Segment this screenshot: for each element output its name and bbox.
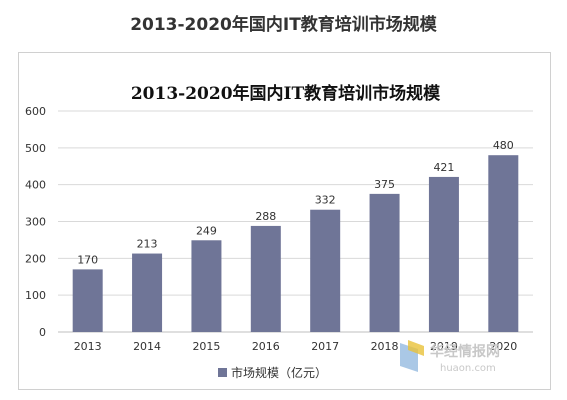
- x-tick-label: 2017: [311, 340, 339, 353]
- x-axis-ticks: 2013 2014 2015 2016 2017 2018 2019 2020: [74, 340, 518, 353]
- x-tick-label: 2020: [489, 340, 517, 353]
- data-label: 288: [255, 210, 276, 223]
- data-label: 170: [77, 253, 98, 266]
- data-label: 480: [493, 139, 514, 152]
- y-tick-label: 500: [25, 142, 46, 155]
- watermark-name: 华经情报网: [430, 343, 500, 360]
- x-tick-label: 2014: [133, 340, 161, 353]
- data-label: 249: [196, 224, 217, 237]
- grid-lines: [58, 110, 533, 333]
- bar: [310, 209, 341, 332]
- data-label: 421: [433, 161, 454, 174]
- x-tick-label: 2019: [430, 340, 458, 353]
- y-tick-label: 200: [25, 252, 46, 265]
- bar: [191, 240, 222, 332]
- data-labels: 170 213 249 288 332 375 421 480: [77, 139, 514, 266]
- y-tick-label: 100: [25, 289, 46, 302]
- legend-swatch: [218, 368, 227, 377]
- bar: [488, 155, 519, 332]
- bar: [250, 225, 281, 332]
- bar: [132, 253, 163, 332]
- legend: 市场规模（亿元）: [218, 365, 327, 380]
- data-label: 213: [137, 238, 158, 251]
- bar: [428, 176, 459, 332]
- bar: [369, 193, 400, 332]
- data-label: 375: [374, 178, 395, 191]
- bars: [72, 155, 519, 332]
- watermark-url: huaon.com: [440, 363, 496, 374]
- x-tick-label: 2013: [74, 340, 102, 353]
- watermark-logo-accent: [408, 340, 424, 356]
- page-title: 2013-2020年国内IT教育培训市场规模: [130, 15, 437, 35]
- bar: [72, 269, 103, 332]
- x-tick-label: 2016: [252, 340, 280, 353]
- y-tick-label: 400: [25, 179, 46, 192]
- watermark: 华经情报网 huaon.com: [400, 340, 500, 374]
- legend-label: 市场规模（亿元）: [231, 365, 327, 380]
- y-tick-label: 0: [39, 326, 46, 339]
- y-axis-ticks: 0 100 200 300 400 500 600: [25, 105, 46, 339]
- chart-title: 2013-2020年国内IT教育培训市场规模: [130, 84, 441, 104]
- x-tick-label: 2018: [371, 340, 399, 353]
- x-tick-label: 2015: [192, 340, 220, 353]
- y-tick-label: 600: [25, 105, 46, 118]
- data-label: 332: [315, 194, 336, 207]
- y-tick-label: 300: [25, 216, 46, 229]
